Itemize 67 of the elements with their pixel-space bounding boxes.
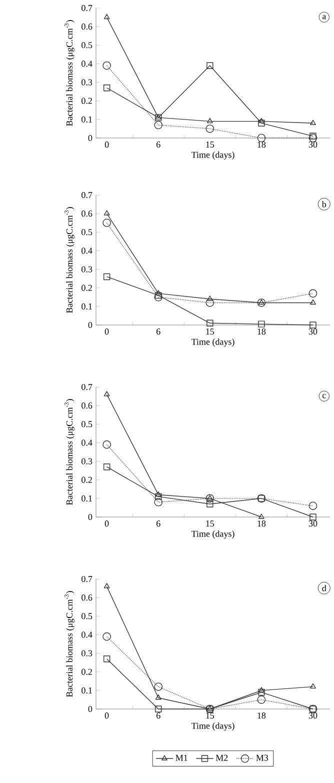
y-tick-label: 0 bbox=[88, 706, 92, 712]
y-tick-label: 0.6 bbox=[82, 24, 92, 30]
y-tick-label: 0.2 bbox=[82, 668, 92, 675]
x-tick-label: 18 bbox=[258, 328, 266, 335]
y-tick-label: 0.1 bbox=[82, 116, 92, 122]
y-axis-title: Bacterial biomass (μgC.cm$^{-3}$) bbox=[64, 399, 74, 506]
x-tick-label: 6 bbox=[156, 328, 160, 335]
y-tick-label: 0.7 bbox=[82, 4, 92, 12]
y-axis-title: Bacterial biomass (μgC.cm$^{-3}$) bbox=[64, 20, 74, 126]
x-tick-label: 0 bbox=[104, 142, 109, 148]
x-tick-label: 0 bbox=[104, 328, 109, 335]
x-axis-title: Time (days) bbox=[191, 722, 234, 731]
y-tick-label: 0.1 bbox=[82, 687, 92, 694]
y-axis-title: Bacterial biomass (μgC.cm$^{-3}$) bbox=[64, 207, 74, 314]
y-tick-label: 0.4 bbox=[82, 632, 92, 638]
x-tick-label: 6 bbox=[156, 142, 160, 148]
x-tick-label: 30 bbox=[308, 712, 318, 719]
y-tick-label: 0.6 bbox=[82, 402, 92, 409]
x-tick-label: 0 bbox=[104, 520, 109, 527]
y-tick-label: 0.2 bbox=[82, 476, 92, 483]
x-axis-title: Time (days) bbox=[191, 151, 234, 160]
x-tick-label: 30 bbox=[308, 328, 318, 335]
y-tick-label: 0.3 bbox=[82, 650, 92, 656]
y-tick-label: 0.5 bbox=[82, 613, 92, 620]
y-tick-label: 0.2 bbox=[82, 284, 92, 291]
x-tick-label: 15 bbox=[206, 328, 214, 335]
annotation: c bbox=[322, 394, 326, 398]
y-tick-label: 0.3 bbox=[82, 79, 92, 86]
y-tick-label: 0.5 bbox=[82, 42, 92, 48]
y-tick-label: 0.4 bbox=[82, 248, 92, 254]
y-tick-label: 0.2 bbox=[82, 98, 92, 104]
legend-label: M1 bbox=[176, 754, 188, 761]
x-tick-label: 15 bbox=[206, 712, 214, 719]
x-tick-label: 18 bbox=[258, 712, 266, 719]
y-tick-label: 0.7 bbox=[82, 576, 92, 582]
x-tick-label: 30 bbox=[308, 520, 318, 527]
x-tick-label: 30 bbox=[308, 142, 318, 148]
legend-label: M2 bbox=[216, 754, 228, 761]
x-axis-title: Time (days) bbox=[191, 530, 234, 539]
y-tick-label: 0 bbox=[88, 322, 92, 328]
x-axis-title: Time (days) bbox=[191, 338, 234, 347]
y-tick-label: 0.6 bbox=[82, 594, 92, 601]
legend-label: M3 bbox=[256, 754, 268, 761]
x-tick-label: 18 bbox=[258, 520, 266, 527]
x-tick-label: 15 bbox=[206, 142, 214, 148]
y-tick-label: 0.1 bbox=[82, 303, 92, 310]
annotation: a bbox=[322, 14, 326, 20]
y-axis-title: Bacterial biomass (μgC.cm$^{-3}$) bbox=[64, 591, 74, 698]
x-tick-label: 15 bbox=[206, 520, 214, 527]
annotation: d bbox=[322, 584, 326, 592]
y-tick-label: 0.5 bbox=[82, 229, 92, 236]
x-tick-label: 6 bbox=[156, 520, 160, 527]
y-tick-label: 0.1 bbox=[82, 495, 92, 502]
y-tick-label: 0.4 bbox=[82, 60, 92, 67]
x-tick-label: 6 bbox=[156, 712, 160, 719]
x-tick-label: 0 bbox=[104, 712, 109, 719]
annotation: b bbox=[322, 200, 326, 208]
y-tick-label: 0.6 bbox=[82, 210, 92, 217]
y-tick-label: 0.7 bbox=[82, 192, 92, 198]
y-tick-label: 0 bbox=[88, 134, 92, 142]
x-tick-label: 18 bbox=[258, 142, 266, 148]
y-tick-label: 0.4 bbox=[82, 440, 92, 446]
y-tick-label: 0 bbox=[88, 514, 92, 520]
y-tick-label: 0.3 bbox=[82, 266, 92, 272]
y-tick-label: 0.3 bbox=[82, 458, 92, 464]
y-tick-label: 0.5 bbox=[82, 421, 92, 428]
y-tick-label: 0.7 bbox=[82, 384, 92, 390]
